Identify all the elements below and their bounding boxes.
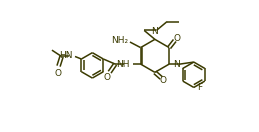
Text: O: O [54, 69, 61, 78]
Text: F: F [198, 83, 203, 92]
Text: O: O [159, 76, 166, 85]
Text: NH₂: NH₂ [111, 36, 128, 45]
Text: HN: HN [59, 51, 73, 60]
Text: N: N [152, 27, 158, 36]
Text: O: O [104, 74, 111, 82]
Text: NH: NH [116, 60, 130, 69]
Text: O: O [173, 34, 180, 43]
Text: N: N [173, 60, 179, 69]
